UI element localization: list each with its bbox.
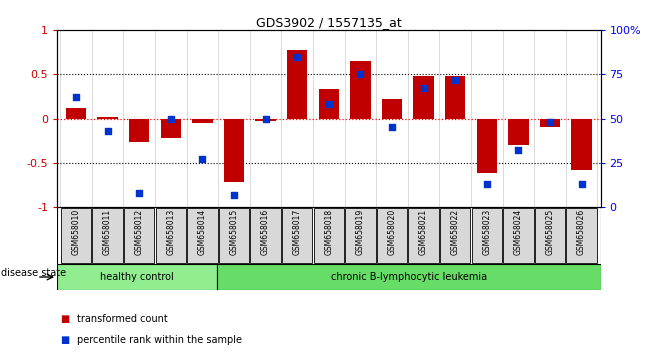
Bar — [66, 108, 87, 119]
Point — [260, 116, 271, 121]
Bar — [476, 119, 497, 173]
Point — [134, 190, 144, 196]
FancyBboxPatch shape — [124, 208, 154, 263]
Text: GSM658010: GSM658010 — [72, 209, 81, 255]
FancyBboxPatch shape — [217, 264, 601, 290]
Bar — [413, 76, 434, 119]
Point — [450, 77, 460, 82]
Point — [292, 54, 303, 59]
FancyBboxPatch shape — [57, 264, 217, 290]
Point — [355, 72, 366, 77]
Point — [166, 116, 176, 121]
Text: GSM658020: GSM658020 — [387, 209, 397, 255]
Text: percentile rank within the sample: percentile rank within the sample — [77, 335, 242, 345]
Text: GSM658013: GSM658013 — [166, 209, 175, 255]
Bar — [160, 119, 181, 138]
Bar — [223, 119, 244, 182]
Bar — [287, 50, 307, 119]
Point — [323, 102, 334, 107]
Text: GSM658015: GSM658015 — [229, 209, 238, 255]
Text: GSM658018: GSM658018 — [324, 209, 333, 255]
Bar — [445, 76, 466, 119]
FancyBboxPatch shape — [219, 208, 249, 263]
Point — [513, 148, 524, 153]
FancyBboxPatch shape — [409, 208, 439, 263]
Point — [197, 156, 208, 162]
FancyBboxPatch shape — [377, 208, 407, 263]
Text: GSM658024: GSM658024 — [514, 209, 523, 255]
Text: GSM658019: GSM658019 — [356, 209, 365, 255]
Point — [481, 181, 492, 187]
Point — [576, 181, 587, 187]
Text: chronic B-lymphocytic leukemia: chronic B-lymphocytic leukemia — [331, 272, 486, 282]
Point — [545, 119, 556, 125]
FancyBboxPatch shape — [440, 208, 470, 263]
FancyBboxPatch shape — [535, 208, 565, 263]
Text: GSM658016: GSM658016 — [261, 209, 270, 255]
FancyBboxPatch shape — [187, 208, 217, 263]
Point — [102, 128, 113, 134]
Text: GSM658026: GSM658026 — [577, 209, 586, 255]
Text: GSM658025: GSM658025 — [546, 209, 554, 255]
Bar — [192, 119, 213, 123]
FancyBboxPatch shape — [345, 208, 376, 263]
Text: ■: ■ — [60, 335, 70, 345]
FancyBboxPatch shape — [250, 208, 280, 263]
Text: GSM658017: GSM658017 — [293, 209, 302, 255]
Text: GSM658011: GSM658011 — [103, 209, 112, 255]
Text: GSM658021: GSM658021 — [419, 209, 428, 255]
FancyBboxPatch shape — [503, 208, 533, 263]
Text: disease state: disease state — [1, 268, 66, 279]
Bar — [97, 117, 118, 119]
Point — [229, 192, 240, 198]
FancyBboxPatch shape — [282, 208, 313, 263]
Text: GSM658022: GSM658022 — [451, 209, 460, 255]
FancyBboxPatch shape — [313, 208, 344, 263]
FancyBboxPatch shape — [61, 208, 91, 263]
Title: GDS3902 / 1557135_at: GDS3902 / 1557135_at — [256, 16, 402, 29]
Bar — [571, 119, 592, 170]
Bar — [382, 99, 402, 119]
Point — [418, 86, 429, 91]
Bar — [319, 89, 339, 119]
Point — [386, 125, 397, 130]
Text: transformed count: transformed count — [77, 314, 168, 324]
Point — [70, 95, 81, 100]
Bar — [350, 61, 370, 119]
FancyBboxPatch shape — [156, 208, 186, 263]
Text: ■: ■ — [60, 314, 70, 324]
Bar — [508, 119, 529, 145]
Text: healthy control: healthy control — [100, 272, 174, 282]
Text: GSM658014: GSM658014 — [198, 209, 207, 255]
FancyBboxPatch shape — [472, 208, 502, 263]
Bar — [129, 119, 150, 142]
Text: GSM658012: GSM658012 — [135, 209, 144, 255]
FancyBboxPatch shape — [566, 208, 597, 263]
Bar — [539, 119, 560, 126]
FancyBboxPatch shape — [93, 208, 123, 263]
Bar — [256, 119, 276, 121]
Text: GSM658023: GSM658023 — [482, 209, 491, 255]
